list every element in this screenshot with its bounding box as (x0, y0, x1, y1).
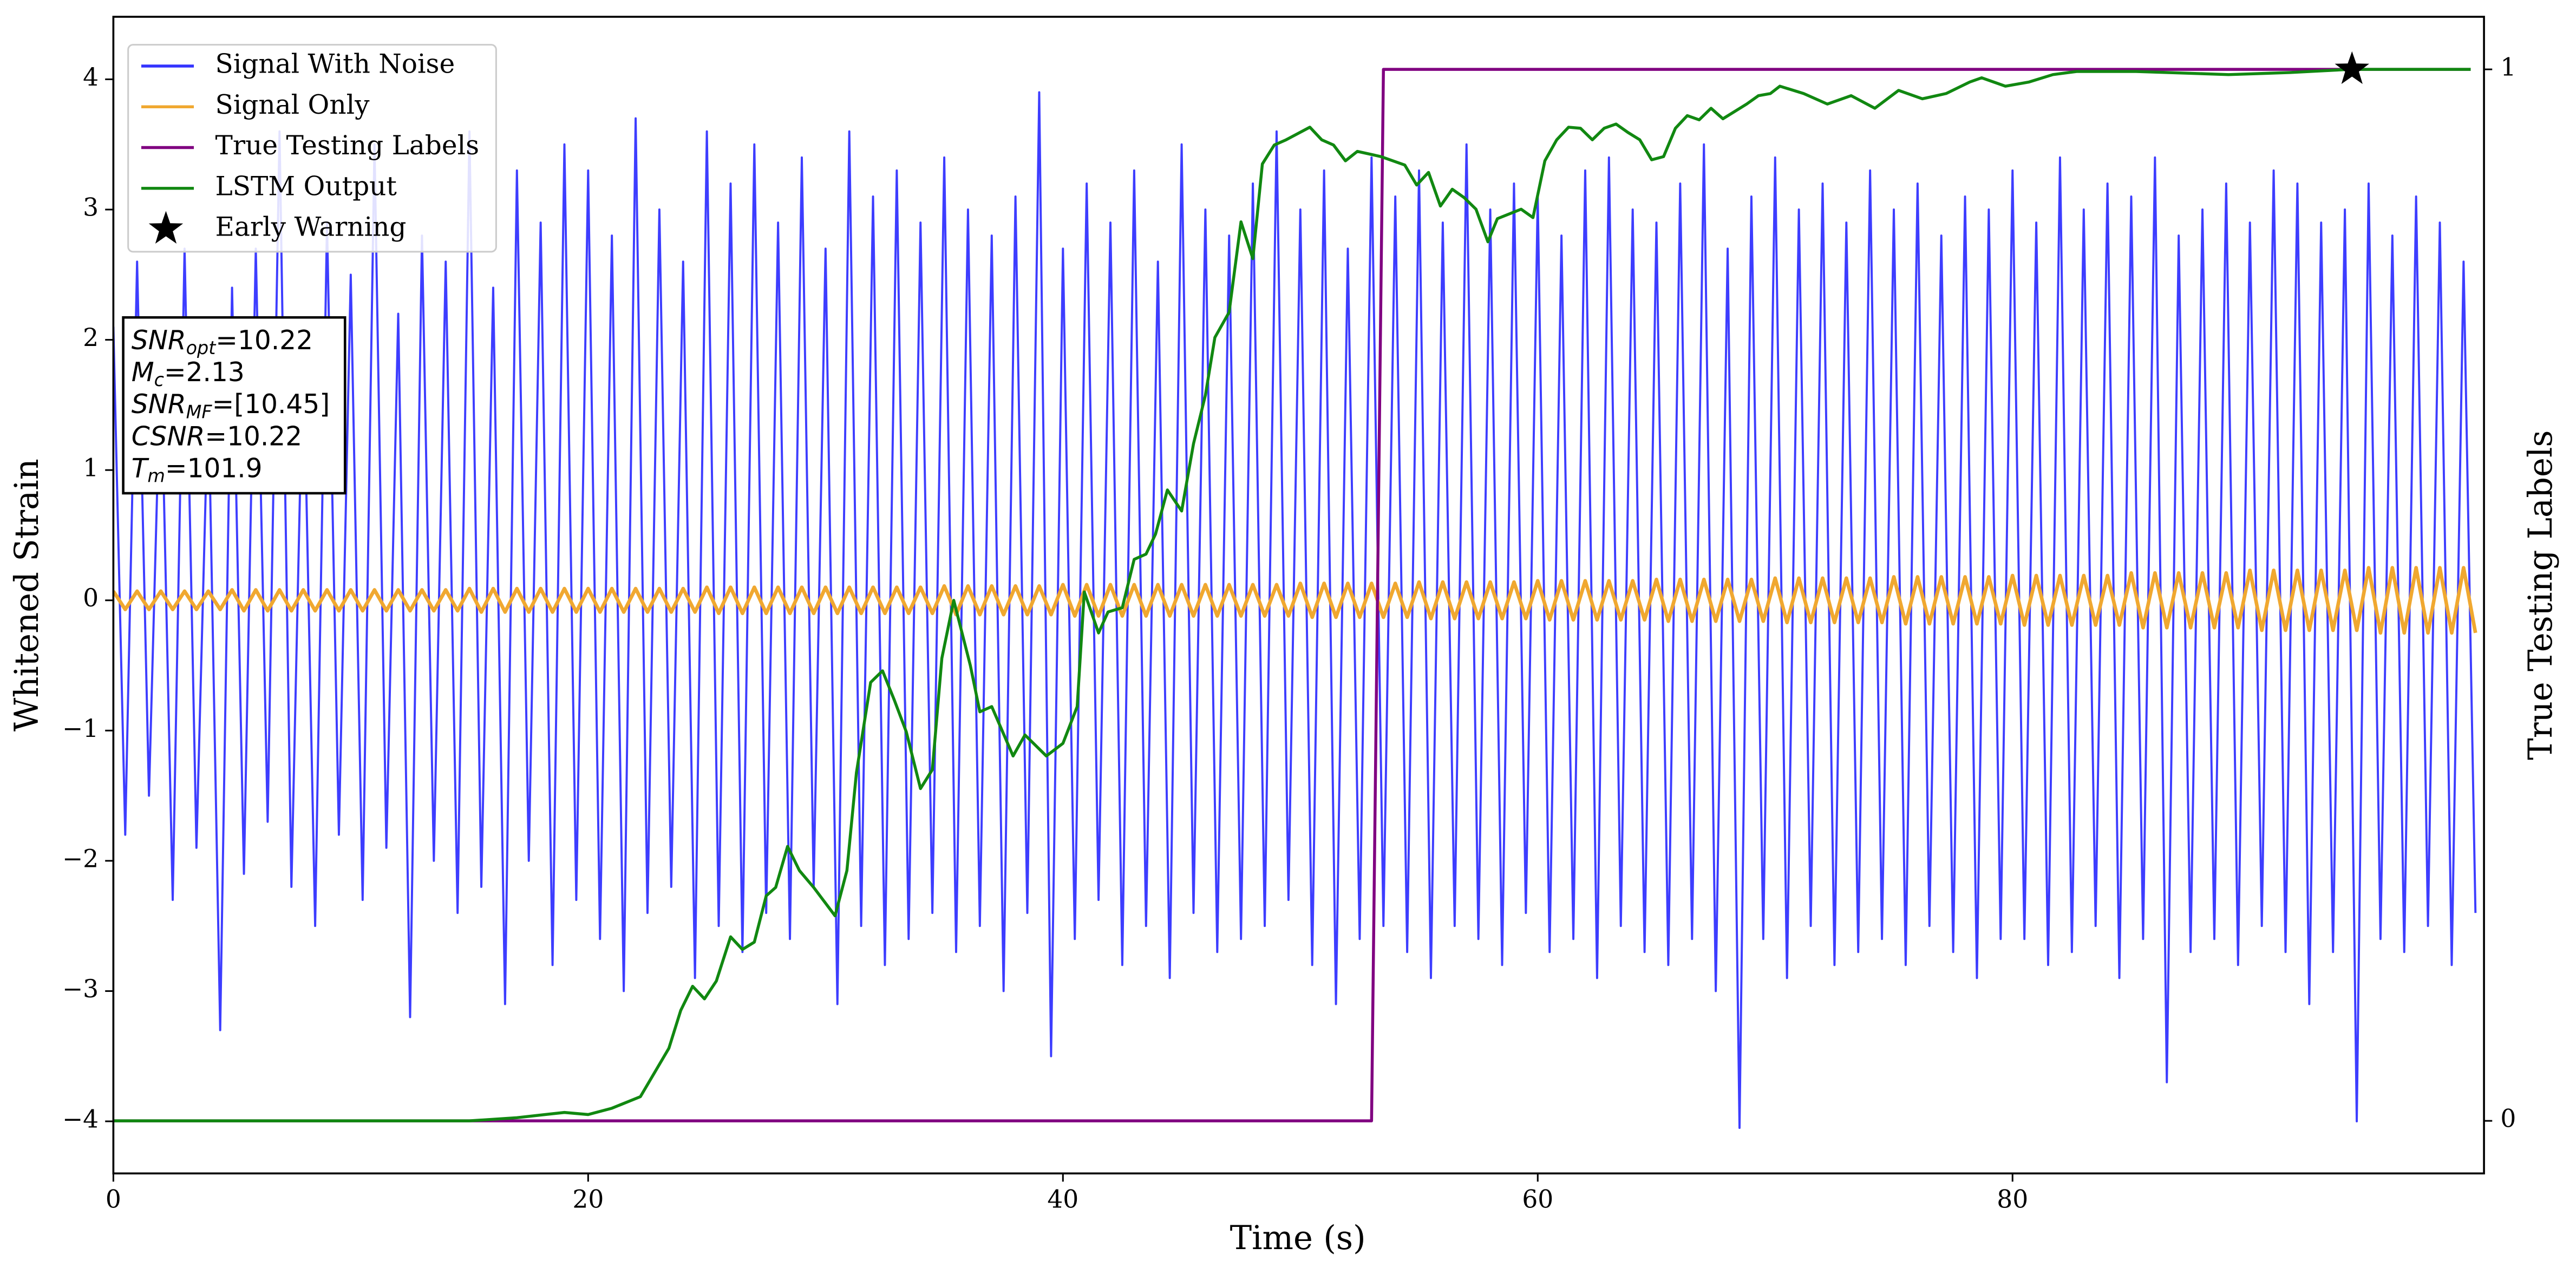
legend: Signal With Noise Signal Only True Testing… (127, 44, 497, 253)
legend-marker (148, 211, 184, 244)
axes-frame (112, 16, 2485, 1175)
x-tick-label: 20 (572, 1185, 604, 1213)
annotation-frame (122, 316, 346, 495)
early-warning-marker (2335, 51, 2370, 84)
annotation-sub: opt (186, 337, 217, 358)
x-tick-label: 0 (106, 1185, 121, 1213)
y-tick-label: 0 (83, 584, 99, 612)
x-axis-label: Time (s) (1230, 1219, 1366, 1257)
annotation-value: =10.22 (215, 325, 313, 356)
annotation-var: SNR (132, 389, 186, 420)
series-line (113, 68, 2471, 1122)
legend-label: Signal Only (215, 90, 370, 120)
legend-label: Early Warning (215, 212, 407, 243)
x-tick-label: 40 (1047, 1185, 1078, 1213)
annotation-sub: MF (186, 401, 213, 422)
annotation-var: SNR (132, 325, 186, 356)
annotation-box: SNRopt=10.22Mc=2.13SNRMF=[10.45]CSNR=10.… (122, 316, 346, 495)
annotation-value: =101.9 (165, 454, 263, 484)
annotation-value: =[10.45] (212, 389, 330, 420)
annotation-var: T (132, 454, 149, 484)
y2-tick-label: 1 (2500, 53, 2516, 82)
y2-axis-label: True Testing Labels (2522, 430, 2560, 760)
annotation-line: CSNR=10.22 (132, 421, 302, 452)
legend-label: LSTM Output (215, 171, 397, 201)
y-tick-label: 2 (83, 323, 99, 352)
y-tick-label: −2 (62, 844, 99, 873)
annotation-value: =10.22 (205, 421, 302, 452)
y-tick-label: 1 (83, 454, 99, 482)
annotation-line: SNRMF=[10.45] (132, 389, 330, 422)
annotation-line: Mc=2.13 (132, 357, 245, 390)
series-line (113, 68, 2471, 1122)
y-tick-label: −1 (62, 714, 99, 743)
annotation-var: M (132, 357, 154, 388)
y-tick-label: 4 (83, 63, 99, 92)
series-line (113, 91, 2477, 1129)
annotation-sub: m (147, 465, 165, 486)
y-tick-label: 3 (83, 193, 99, 222)
x-tick-label: 60 (1522, 1185, 1553, 1213)
y-tick-label: −3 (62, 975, 99, 1003)
legend-label: True Testing Labels (215, 130, 480, 161)
annotation-line: SNRopt=10.22 (132, 325, 313, 358)
annotation-line: Tm=101.9 (132, 454, 263, 487)
series-line (113, 566, 2477, 635)
y2-tick-label: 0 (2500, 1105, 2516, 1133)
annotation-var: CSNR (132, 421, 205, 452)
plot-area (113, 68, 2477, 1129)
legend-label: Signal With Noise (215, 49, 455, 80)
annotation-sub: c (154, 369, 164, 390)
y-tick-label: −4 (62, 1105, 99, 1134)
x-tick-label: 80 (1997, 1185, 2028, 1213)
legend-frame (127, 44, 497, 253)
annotation-value: =2.13 (164, 357, 245, 388)
y-axis-label: Whitened Strain (8, 459, 46, 731)
